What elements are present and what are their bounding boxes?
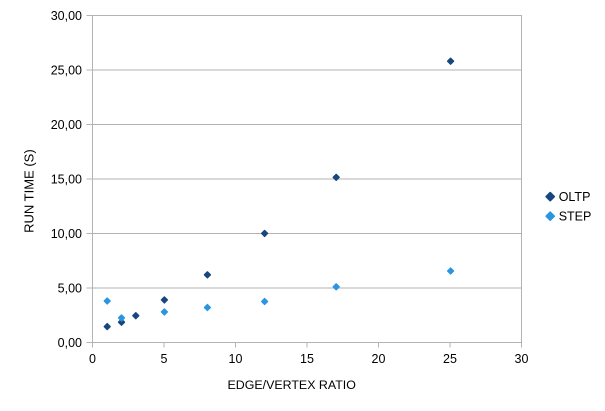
svg-text:EDGE/VERTEX RATIO: EDGE/VERTEX RATIO [228, 378, 357, 392]
svg-text:20: 20 [372, 352, 386, 366]
svg-text:20,00: 20,00 [51, 118, 82, 132]
svg-text:25,00: 25,00 [51, 64, 82, 78]
svg-text:STEP: STEP [559, 210, 592, 224]
svg-text:0: 0 [89, 352, 96, 366]
svg-text:30,00: 30,00 [51, 9, 82, 23]
svg-text:10,00: 10,00 [51, 227, 82, 241]
svg-text:RUN TIME (S): RUN TIME (S) [21, 149, 36, 233]
svg-text:5,00: 5,00 [58, 282, 82, 296]
svg-text:5: 5 [161, 352, 168, 366]
svg-text:10: 10 [229, 352, 243, 366]
svg-text:30: 30 [515, 352, 529, 366]
svg-text:15,00: 15,00 [51, 173, 82, 187]
svg-text:0,00: 0,00 [58, 336, 82, 350]
svg-text:25: 25 [443, 352, 457, 366]
svg-text:OLTP: OLTP [559, 190, 591, 204]
svg-text:15: 15 [300, 352, 314, 366]
